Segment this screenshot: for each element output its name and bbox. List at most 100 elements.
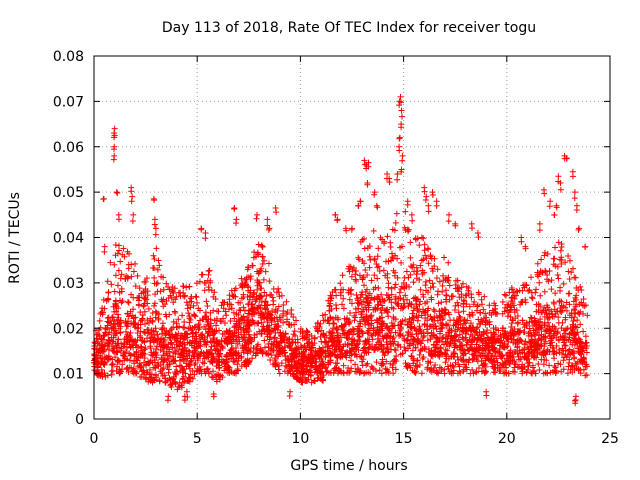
data-point [459,350,466,357]
data-point [244,314,251,321]
data-point [286,321,293,328]
data-point [379,305,386,312]
data-point [258,299,265,306]
data-point [129,218,136,225]
data-point [337,353,344,360]
data-point [93,358,100,365]
data-point [257,312,264,319]
data-point [286,336,293,343]
data-point [376,367,383,374]
data-point [361,282,368,289]
data-point [549,311,556,318]
data-point [457,369,464,376]
data-point [514,337,521,344]
data-point [477,309,484,316]
data-point [352,271,359,278]
data-point [197,343,204,350]
data-point [177,351,184,358]
data-point [345,329,352,336]
data-point [528,274,535,281]
data-point [114,190,121,197]
data-point [579,359,586,366]
data-point [405,228,412,235]
data-point [247,287,254,294]
data-point [509,317,516,324]
data-point [374,275,381,282]
data-point [536,220,543,227]
data-point [535,336,542,343]
data-point [326,302,333,309]
data-point [387,338,394,345]
data-point [333,354,340,361]
data-point [169,344,176,351]
data-point [308,352,315,359]
data-point [333,305,340,312]
data-point [380,298,387,305]
data-point [266,278,273,285]
data-point [154,266,161,273]
data-point [396,147,403,154]
data-point [235,334,242,341]
data-point [127,329,134,336]
data-point [374,305,381,312]
data-point [521,353,528,360]
data-point [265,310,272,317]
data-point [427,313,434,320]
data-point [435,370,442,377]
data-point [255,241,262,248]
data-point [494,336,501,343]
data-point [425,208,432,215]
data-point [227,318,234,325]
data-point [160,303,167,310]
data-point [293,350,300,357]
data-point [333,334,340,341]
data-point [156,377,163,384]
data-point [406,315,413,322]
data-point [560,366,567,373]
data-point [560,357,567,364]
data-point [376,337,383,344]
data-point [114,250,121,257]
data-point [486,302,493,309]
data-point [557,287,564,294]
data-point [567,339,574,346]
data-point [196,278,203,285]
data-point [341,322,348,329]
data-point [429,192,436,199]
data-point [101,342,108,349]
data-point [361,344,368,351]
data-point [452,359,459,366]
data-point [190,302,197,309]
data-point [452,321,459,328]
data-point [183,378,190,385]
data-point [249,305,256,312]
data-point [322,317,329,324]
data-point [558,254,565,261]
data-point [317,370,324,377]
data-point [123,344,130,351]
data-point [155,315,162,322]
data-point [384,274,391,281]
data-point [128,336,135,343]
data-point [399,113,406,120]
data-point [467,320,474,327]
data-point [354,365,361,372]
data-point [528,333,535,340]
data-point [523,322,530,329]
data-point [449,362,456,369]
data-point [319,349,326,356]
data-point [535,361,542,368]
data-point [329,289,336,296]
data-point [331,343,338,350]
data-point [502,362,509,369]
data-point [398,124,405,131]
data-point [356,318,363,325]
data-point [508,323,515,330]
data-point [419,270,426,277]
data-point [185,310,192,317]
data-point [376,267,383,274]
data-point [104,355,111,362]
data-point [405,329,412,336]
data-point [186,340,193,347]
data-point [279,338,286,345]
